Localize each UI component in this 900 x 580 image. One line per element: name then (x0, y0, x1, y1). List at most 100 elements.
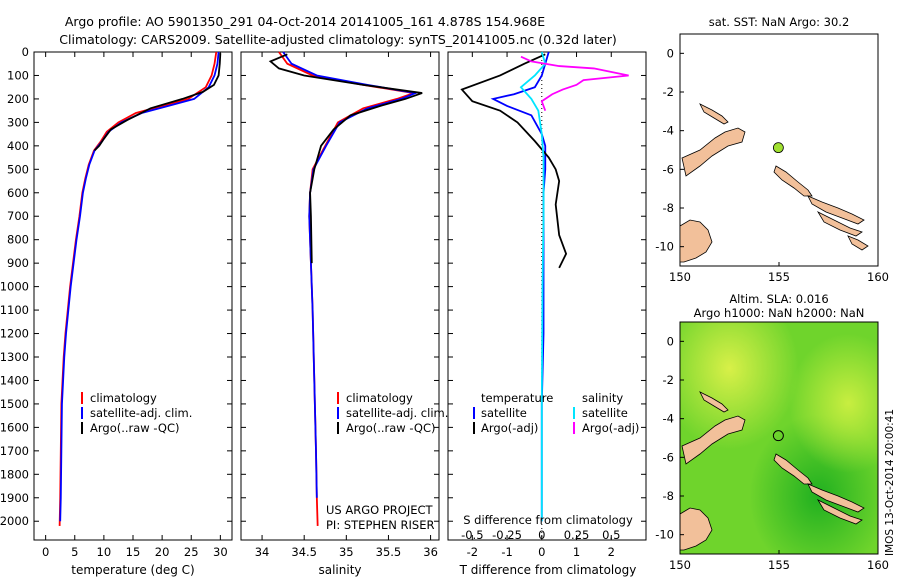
map-y-tick-label: 0 (667, 46, 674, 60)
series-line-argo-raw-qc- (268, 53, 423, 264)
x-tick-label: -2 (467, 545, 478, 559)
legend-header-temperature: temperature (481, 391, 553, 405)
depth-tick-label: 0 (22, 45, 29, 59)
depth-tick-label: 1200 (0, 327, 29, 341)
map-x-tick-label: 160 (867, 270, 889, 284)
depth-tick-label: 1100 (0, 303, 29, 317)
series-line-satellite-adj-clim- (59, 51, 220, 522)
depth-tick-label: 900 (7, 256, 29, 270)
x-tick-label: 36 (423, 545, 438, 559)
solomon-islands-b (816, 211, 863, 237)
difference-xlabel-top: S difference from climatology (463, 513, 633, 527)
sst-map-land (679, 103, 869, 263)
timestamp-label: IMOS 13-Oct-2014 20:00:41 (884, 409, 896, 556)
new-ireland-island (699, 103, 729, 125)
s-tick-label: 0 (538, 528, 545, 542)
temperature-xlabel: temperature (deg C) (71, 563, 194, 577)
map-x-tick-label: 150 (669, 558, 691, 572)
map-x-tick-label: 155 (768, 270, 790, 284)
map-x-tick-label: 160 (867, 558, 889, 572)
legend-label-s-argo: Argo(-adj) (582, 421, 639, 435)
salinity-legend: climatology satellite-adj. clim. Argo(..… (337, 391, 448, 435)
difference-axis-ticks: -2 -1 0 1 2 -0.5 -0.25 0 0.25 0.5 (448, 51, 646, 559)
s-tick-label: -0.5 (461, 528, 483, 542)
depth-tick-label: 800 (7, 233, 29, 247)
series-line-argo-adj- (460, 53, 568, 269)
x-tick-label: 1 (573, 545, 580, 559)
sla-field (680, 322, 878, 554)
legend-label-climatology: climatology (346, 391, 413, 405)
map-y-tick-label: -4 (663, 412, 674, 426)
difference-xlabel: T difference from climatology (459, 563, 637, 577)
map-y-tick-label: -2 (663, 85, 674, 99)
title-line-2: Climatology: CARS2009. Satellite-adjuste… (59, 32, 616, 47)
x-tick-label: -1 (501, 545, 512, 559)
sst-map-ticks: 150 155 160 0 -2 -4 -6 -8 -10 (655, 46, 889, 284)
title-line-1: Argo profile: AO 5901350_291 04-Oct-2014… (65, 14, 545, 29)
legend-label-t-satellite: satellite (481, 406, 527, 420)
solomon-islands-a (807, 195, 865, 225)
series-line-argo-raw-qc- (93, 53, 222, 152)
x-tick-label: 35 (339, 545, 354, 559)
legend-label-satellite: satellite-adj. clim. (90, 406, 192, 420)
map-y-tick-label: -10 (655, 528, 674, 542)
x-tick-label: 34.5 (291, 545, 317, 559)
depth-tick-label: 1800 (0, 467, 29, 481)
s-tick-label: -0.25 (492, 528, 522, 542)
x-tick-label: 25 (184, 545, 199, 559)
map-y-tick-label: -8 (663, 489, 674, 503)
sla-map-title-2: Argo h1000: NaN h2000: NaN (694, 306, 865, 320)
salinity-xlabel: salinity (318, 563, 361, 577)
x-tick-label: 34 (255, 545, 270, 559)
series-line-satellite (490, 51, 550, 522)
difference-panel: -2 -1 0 1 2 -0.5 -0.25 0 0.25 0.5 S difference fr… (447, 51, 647, 577)
legend-label-t-argo: Argo(-adj) (481, 421, 538, 435)
depth-tick-label: 1700 (0, 444, 29, 458)
difference-legend: temperature salinity satellite Argo(-adj… (473, 391, 639, 435)
depth-tick-label: 300 (7, 115, 29, 129)
map-y-tick-label: -6 (663, 450, 674, 464)
depth-tick-label: 200 (7, 92, 29, 106)
legend-label-s-satellite: satellite (582, 406, 628, 420)
solomon-islands-c (847, 235, 869, 251)
depth-tick-label: 400 (7, 139, 29, 153)
x-tick-label: 20 (155, 545, 170, 559)
temperature-legend: climatology satellite-adj. clim. Argo(..… (81, 391, 192, 435)
depth-tick-label: 1600 (0, 420, 29, 434)
new-britain-island (681, 415, 746, 465)
depth-tick-label: 1500 (0, 397, 29, 411)
solomon-islands-a (807, 483, 865, 513)
depth-tick-label: 2000 (0, 514, 29, 528)
depth-tick-label: 1400 (0, 373, 29, 387)
legend-label-satellite: satellite-adj. clim. (346, 406, 448, 420)
sst-map-panel: sat. SST: NaN Argo: 30.2 150 155 160 0 -2 -4 -… (655, 15, 889, 284)
sla-map-panel: Altim. SLA: 0.016 Argo h1000: NaN h2000:… (655, 292, 889, 572)
temperature-panel: 0 5 10 15 20 25 300100200300400500600700800900… (0, 45, 233, 577)
x-tick-label: 30 (213, 545, 228, 559)
depth-tick-label: 100 (7, 68, 29, 82)
legend-label-argo: Argo(..raw -QC) (90, 421, 180, 435)
salinity-axis-ticks: 34 34.5 35 35.5 36 (241, 51, 439, 559)
legend-header-salinity: salinity (582, 391, 623, 405)
x-tick-label: 15 (126, 545, 141, 559)
difference-series (460, 51, 629, 522)
temperature-series (58, 51, 222, 526)
map-x-tick-label: 155 (768, 558, 790, 572)
argo-float-marker (772, 430, 784, 442)
s-tick-label: 0.25 (564, 528, 590, 542)
x-tick-label: 0 (538, 545, 545, 559)
x-tick-label: 35.5 (376, 545, 402, 559)
salinity-panel: 34 34.5 35 35.5 36 salinity climatology sate… (240, 51, 448, 577)
legend-label-argo: Argo(..raw -QC) (346, 421, 436, 435)
map-y-tick-label: 0 (667, 334, 674, 348)
map-y-tick-label: -6 (663, 162, 674, 176)
new-ireland-island (699, 391, 729, 413)
map-y-tick-label: -4 (663, 124, 674, 138)
map-x-tick-label: 150 (669, 270, 691, 284)
depth-tick-label: 500 (7, 162, 29, 176)
sla-map-title-1: Altim. SLA: 0.016 (729, 292, 828, 306)
depth-tick-label: 1900 (0, 491, 29, 505)
new-guinea-coast (680, 507, 713, 551)
depth-tick-label: 700 (7, 209, 29, 223)
